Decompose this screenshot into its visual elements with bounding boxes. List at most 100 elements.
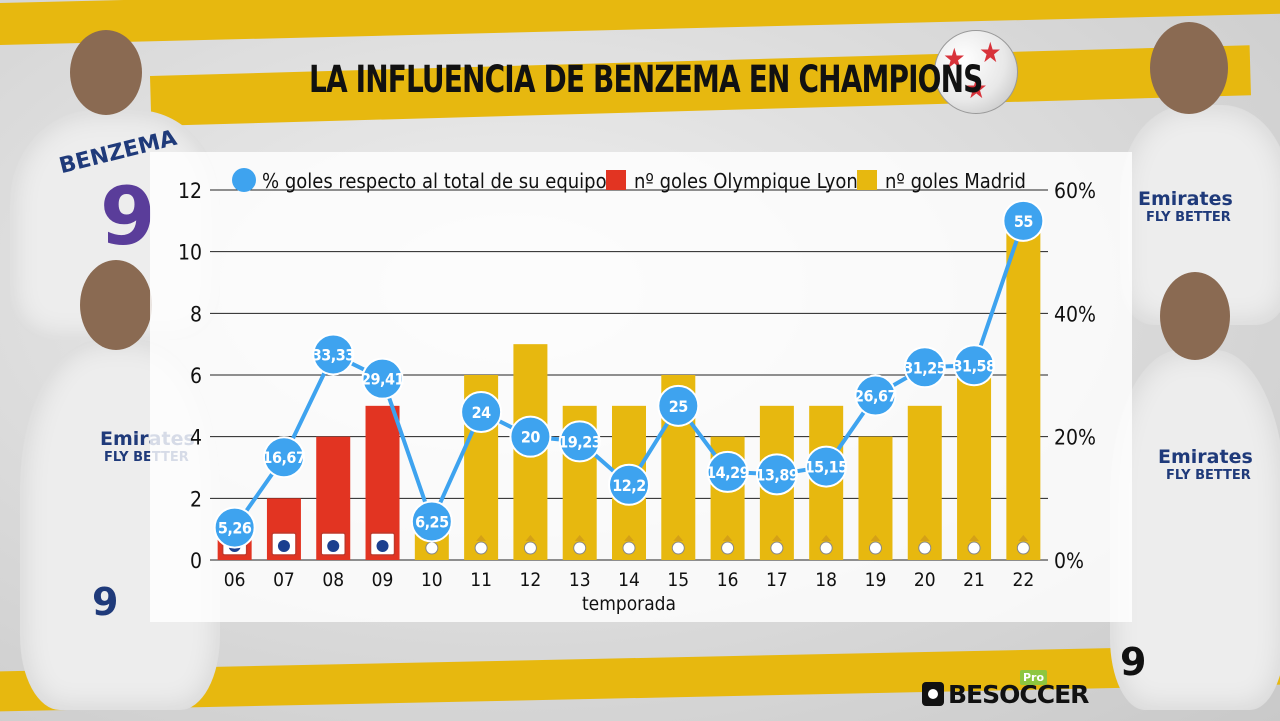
madrid-badge-crown <box>1018 535 1029 541</box>
madrid-badge-icon <box>868 541 882 555</box>
percent-data-label: 26,67 <box>854 387 897 406</box>
legend-madrid-label: nº goles Madrid <box>885 169 1026 193</box>
percent-data-label: 55 <box>1014 212 1034 231</box>
x-tick-label: 12 <box>520 569 542 591</box>
x-axis-label: temporada <box>582 593 676 615</box>
x-tick-label: 07 <box>273 569 295 591</box>
player-right-top-head <box>1150 22 1228 114</box>
sponsor-text-right-top-1: Emirates <box>1138 188 1233 210</box>
x-tick-label: 09 <box>372 569 394 591</box>
madrid-bar <box>907 405 942 560</box>
madrid-badge-crown <box>969 535 980 541</box>
y-left-tick-label: 6 <box>190 364 202 388</box>
percent-data-label: 14,29 <box>706 463 750 482</box>
x-tick-label: 16 <box>717 569 739 591</box>
percent-data-label: 20 <box>521 428 541 447</box>
percent-data-label: 24 <box>472 403 492 422</box>
madrid-bar <box>1006 220 1041 561</box>
percent-point <box>262 436 305 479</box>
percent-point <box>706 450 749 493</box>
percent-data-label: 5,26 <box>218 519 252 538</box>
lyon-badge-emblem <box>376 540 389 552</box>
lyon-badge-emblem <box>327 540 340 552</box>
madrid-badge-icon <box>770 541 784 555</box>
besoccer-logo-icon <box>922 682 944 706</box>
madrid-badge-icon <box>425 541 439 555</box>
madrid-badge-icon <box>622 541 636 555</box>
y-right-tick-label: 20% <box>1054 426 1096 450</box>
y-left-tick-label: 10 <box>178 241 202 265</box>
y-right-tick-label: 0% <box>1054 549 1084 573</box>
y-right-tick-label: 40% <box>1054 302 1096 326</box>
madrid-badge-icon <box>523 541 537 555</box>
percent-point <box>1002 199 1045 242</box>
x-tick-label: 17 <box>766 569 788 591</box>
madrid-badge-crown <box>722 535 733 541</box>
madrid-badge-crown <box>624 535 634 541</box>
percent-point <box>608 463 650 506</box>
percent-point <box>953 344 996 387</box>
percent-data-label: 25 <box>669 397 689 416</box>
legend-lyon-label: nº goles Olympique Lyon <box>634 169 858 193</box>
madrid-bar <box>957 375 992 560</box>
percent-data-label: 29,41 <box>361 370 405 389</box>
percent-data-label: 19,23 <box>558 432 601 451</box>
x-tick-label: 18 <box>815 569 837 591</box>
player-left-top-head <box>70 30 142 115</box>
x-tick-label: 11 <box>470 569 492 591</box>
legend-percent-marker <box>232 168 256 192</box>
percent-point <box>361 357 404 400</box>
football-ball-icon: ★ ★ ★ <box>934 30 1018 114</box>
madrid-badge-icon <box>573 541 587 555</box>
percent-data-label: 16,67 <box>262 448 305 467</box>
lyon-badge-emblem <box>277 540 290 552</box>
y-right-tick-label: 60% <box>1054 179 1096 203</box>
percent-point <box>558 420 601 463</box>
x-tick-label: 14 <box>618 569 640 591</box>
madrid-badge-crown <box>870 535 881 541</box>
percent-point <box>755 453 798 496</box>
madrid-badge-crown <box>821 535 832 541</box>
x-tick-label: 06 <box>224 569 246 591</box>
percent-point <box>657 384 700 427</box>
percent-point <box>460 391 503 433</box>
x-tick-label: 20 <box>914 569 936 591</box>
y-left-tick-label: 12 <box>178 179 202 203</box>
madrid-badge-crown <box>771 535 782 541</box>
legend-lyon-marker <box>606 170 626 190</box>
player-right-bottom-head <box>1160 272 1230 360</box>
legend-madrid-marker <box>857 170 877 190</box>
x-tick-label: 19 <box>865 569 887 591</box>
madrid-badge-crown <box>919 535 930 541</box>
madrid-badge-crown <box>673 535 684 541</box>
jersey-number-text: 9 <box>100 170 156 263</box>
percent-point <box>213 506 256 549</box>
percent-point <box>854 374 897 417</box>
madrid-badge-icon <box>474 541 488 555</box>
y-left-tick-label: 4 <box>190 426 202 450</box>
madrid-badge-icon <box>671 541 685 555</box>
shorts-number-right: 9 <box>1120 640 1147 684</box>
x-tick-label: 08 <box>322 569 344 591</box>
besoccer-pro-badge: Pro <box>1020 670 1048 685</box>
chart-title: LA INFLUENCIA DE BENZEMA EN CHAMPIONS <box>309 58 983 101</box>
y-left-tick-label: 2 <box>190 487 202 511</box>
percent-point <box>903 346 946 389</box>
x-tick-label: 13 <box>569 569 591 591</box>
player-left-bottom-head <box>80 260 152 350</box>
madrid-badge-crown <box>525 535 536 541</box>
percent-data-label: 31,58 <box>953 356 997 375</box>
madrid-badge-crown <box>574 535 585 541</box>
percent-point <box>312 333 355 376</box>
percent-point <box>410 500 453 543</box>
percent-data-label: 13,89 <box>755 465 799 484</box>
sponsor-text-right-top-2: FLY BETTER <box>1146 210 1231 225</box>
y-left-tick-label: 8 <box>190 302 202 326</box>
player-right-bottom <box>1110 350 1280 710</box>
percent-point <box>805 445 848 488</box>
y-left-tick-label: 0 <box>190 549 202 573</box>
percent-point <box>509 415 552 458</box>
percent-data-label: 12,2 <box>612 476 646 495</box>
x-tick-label: 21 <box>963 569 985 591</box>
